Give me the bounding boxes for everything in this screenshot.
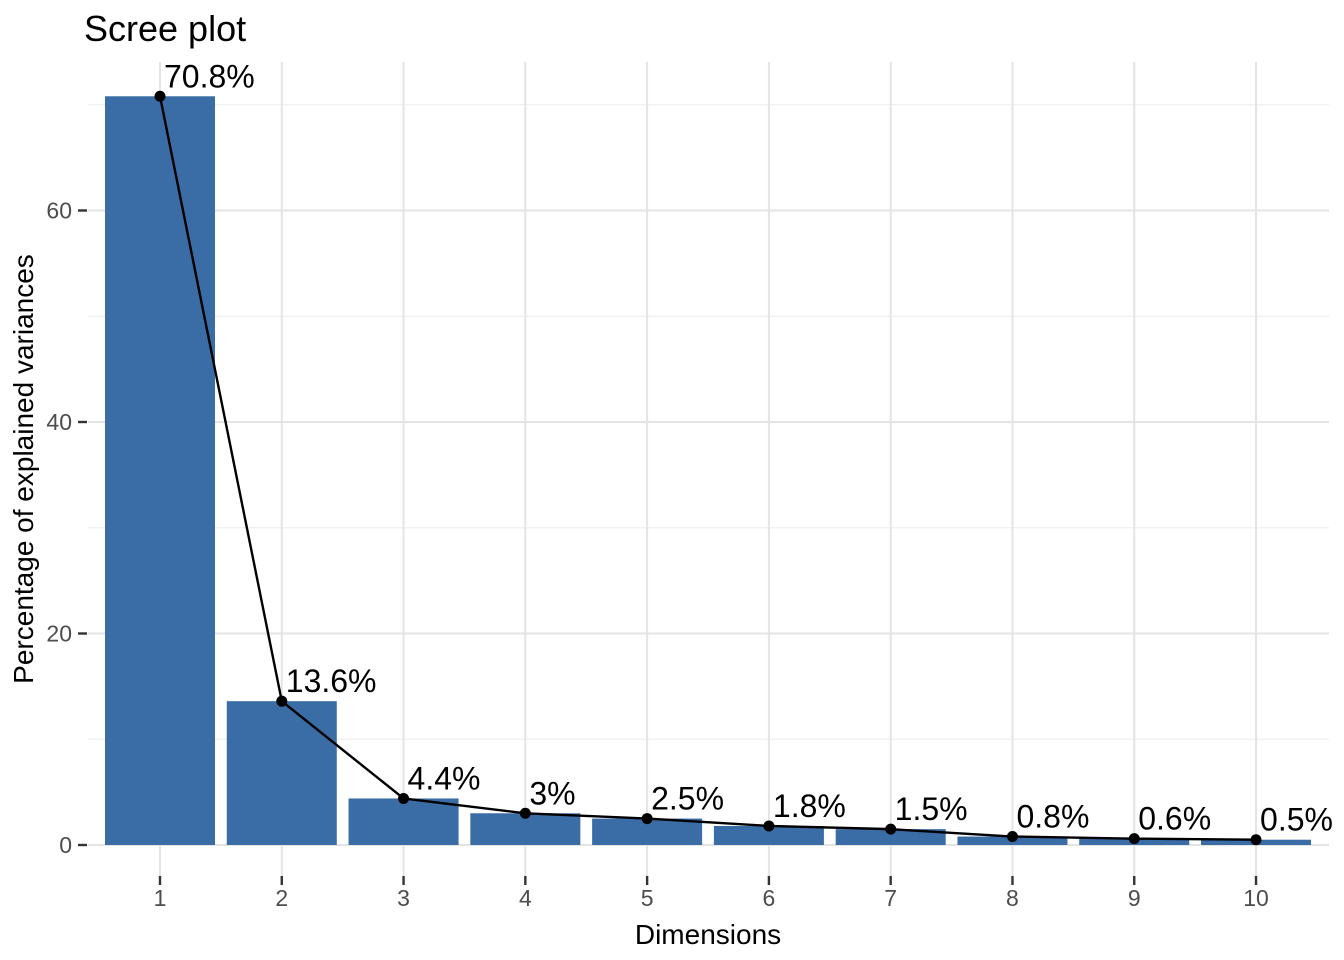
- point-label-dim-5: 2.5%: [651, 781, 724, 817]
- y-tick-label-60: 60: [46, 198, 72, 224]
- point-dim-2: [276, 695, 288, 707]
- point-dim-7: [885, 823, 897, 835]
- point-label-dim-6: 1.8%: [773, 788, 846, 824]
- point-dim-1: [154, 90, 166, 102]
- x-tick-label-1: 1: [154, 885, 167, 911]
- point-label-dim-2: 13.6%: [286, 663, 377, 699]
- point-label-dim-4: 3%: [529, 775, 575, 811]
- x-tick-label-8: 8: [1006, 885, 1019, 911]
- bar-dim-7: [835, 829, 946, 845]
- x-tick-label-10: 10: [1243, 885, 1269, 911]
- y-tick-label-40: 40: [46, 409, 72, 435]
- point-dim-3: [398, 792, 410, 804]
- point-label-dim-3: 4.4%: [408, 760, 481, 796]
- bar-dim-2: [226, 701, 337, 845]
- bar-dim-1: [105, 96, 215, 846]
- point-label-dim-1: 70.8%: [164, 58, 255, 94]
- point-label-dim-9: 0.6%: [1138, 801, 1211, 837]
- x-tick-label-3: 3: [397, 885, 410, 911]
- plot-area: 70.8% 13.6% 4.4% 3% 2.5% 1.8% 1.5% 0.8% 0.6% 0.5%…: [46, 58, 1333, 911]
- x-tick-label-5: 5: [641, 885, 654, 911]
- point-dim-8: [1006, 831, 1018, 843]
- bar-dim-6: [713, 825, 824, 845]
- point-dim-6: [763, 820, 775, 832]
- y-axis-title: Percentage of explained variances: [8, 254, 39, 684]
- point-dim-5: [641, 813, 653, 825]
- point-dim-10: [1250, 834, 1262, 846]
- x-tick-label-2: 2: [275, 885, 288, 911]
- x-axis-title: Dimensions: [635, 919, 781, 950]
- point-label-dim-8: 0.8%: [1016, 799, 1089, 835]
- x-tick-label-4: 4: [519, 885, 532, 911]
- point-label-dim-10: 0.5%: [1260, 802, 1333, 838]
- bar-dim-3: [348, 798, 459, 845]
- y-tick-label-0: 0: [59, 832, 72, 858]
- point-label-dim-7: 1.5%: [895, 791, 968, 827]
- chart-title: Scree plot: [84, 8, 246, 49]
- x-tick-label-7: 7: [884, 885, 897, 911]
- point-dim-9: [1128, 833, 1140, 845]
- x-tick-label-9: 9: [1128, 885, 1141, 911]
- variance-line: [158, 96, 1257, 841]
- x-tick-label-6: 6: [763, 885, 776, 911]
- y-tick-label-20: 20: [46, 621, 72, 647]
- point-dim-4: [519, 807, 531, 819]
